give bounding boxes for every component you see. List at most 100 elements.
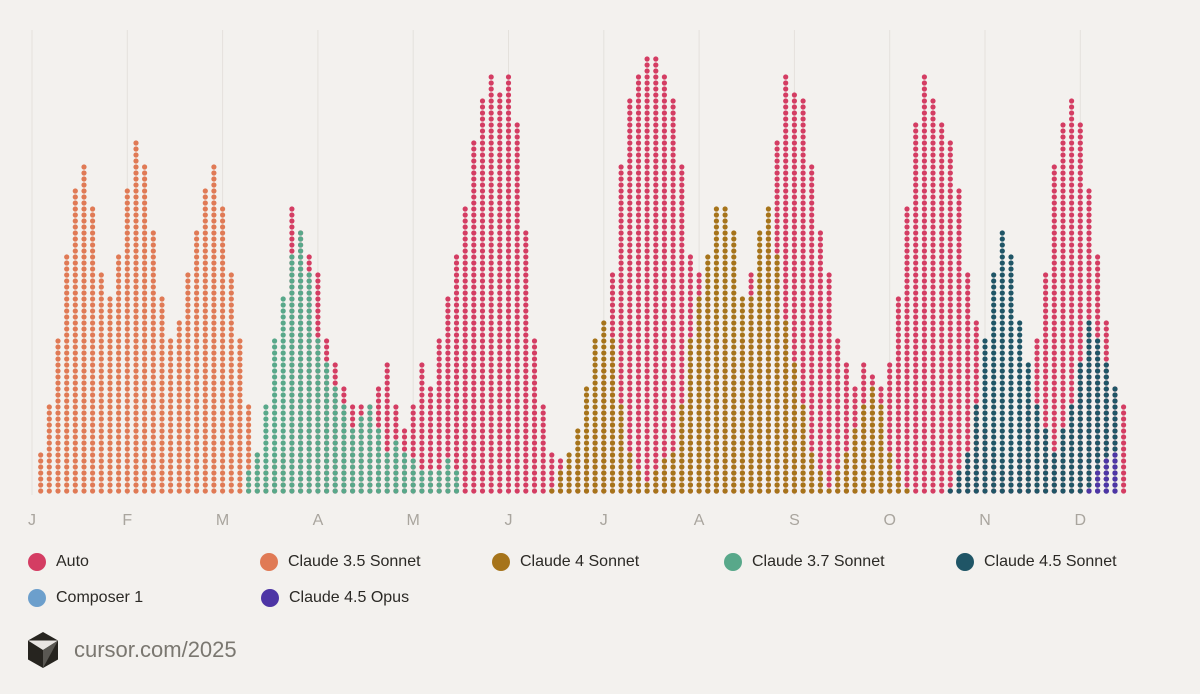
data-point (627, 356, 633, 362)
data-point (72, 350, 78, 356)
data-point (1051, 254, 1057, 260)
data-point (497, 230, 503, 236)
data-point (921, 344, 928, 350)
data-point (1060, 128, 1066, 134)
data-point (237, 428, 243, 434)
data-point (505, 434, 512, 440)
data-point (488, 134, 494, 140)
data-point (921, 452, 928, 458)
data-point (133, 332, 139, 338)
data-point (514, 398, 520, 404)
data-point (800, 380, 806, 386)
data-point (81, 188, 87, 194)
data-point (159, 464, 165, 470)
data-point (930, 356, 936, 362)
data-point (653, 368, 659, 374)
data-point (618, 392, 624, 398)
data-point (687, 476, 694, 482)
data-point (497, 110, 503, 116)
data-point (471, 350, 477, 356)
data-point (965, 440, 971, 446)
data-point (462, 326, 468, 332)
data-point (462, 320, 468, 326)
data-point (913, 236, 919, 242)
data-point (644, 332, 650, 338)
data-point (159, 356, 165, 362)
data-point (384, 422, 390, 428)
data-point (809, 182, 815, 188)
data-point (497, 488, 503, 494)
data-point (644, 416, 650, 422)
data-point (90, 284, 96, 290)
data-point (930, 308, 936, 314)
data-point (653, 374, 659, 380)
data-point (679, 404, 685, 410)
data-point (462, 278, 468, 284)
data-point (90, 278, 96, 284)
data-point (1051, 368, 1057, 374)
data-point (133, 224, 139, 230)
data-point (176, 416, 182, 422)
data-point (635, 164, 642, 170)
data-point (194, 338, 200, 344)
data-point (514, 434, 520, 440)
data-point (644, 200, 650, 206)
data-point (471, 284, 477, 290)
data-point (479, 248, 486, 254)
data-point (791, 242, 798, 248)
data-point (921, 488, 928, 494)
data-point (202, 422, 208, 428)
data-point (635, 344, 642, 350)
data-point (687, 380, 694, 386)
data-point (479, 422, 486, 428)
data-point (939, 122, 945, 128)
data-point (81, 248, 87, 254)
data-point (653, 260, 659, 266)
data-point (445, 416, 451, 422)
data-point (488, 140, 494, 146)
data-point (81, 356, 87, 362)
data-point (653, 278, 659, 284)
data-point (427, 440, 434, 446)
data-point (64, 380, 70, 386)
data-point (817, 314, 824, 320)
data-point (817, 254, 824, 260)
data-point (713, 230, 720, 236)
data-point (705, 326, 711, 332)
data-point (947, 212, 953, 218)
data-point (670, 266, 676, 272)
data-point (618, 314, 624, 320)
data-point (445, 446, 451, 452)
data-point (1043, 326, 1049, 332)
data-point (713, 236, 720, 242)
data-point (653, 224, 659, 230)
data-point (817, 446, 824, 452)
data-point (55, 428, 61, 434)
data-point (246, 458, 252, 464)
data-point (64, 428, 70, 434)
data-point (505, 380, 512, 386)
data-point (514, 344, 520, 350)
data-point (211, 170, 217, 176)
data-point (618, 218, 624, 224)
data-point (1051, 260, 1057, 266)
data-point (540, 464, 546, 470)
data-point (913, 458, 919, 464)
data-point (90, 368, 96, 374)
data-point (514, 314, 520, 320)
data-point (133, 230, 139, 236)
data-point (930, 218, 936, 224)
data-point (142, 230, 148, 236)
data-point (488, 182, 494, 188)
data-point (453, 338, 460, 344)
data-point (566, 488, 572, 494)
data-point (592, 374, 598, 380)
data-point (116, 272, 122, 278)
data-point (635, 428, 642, 434)
data-point (107, 308, 113, 314)
data-point (687, 374, 694, 380)
data-point (618, 296, 624, 302)
data-point (731, 278, 737, 284)
data-point (471, 140, 477, 146)
data-point (150, 470, 156, 476)
